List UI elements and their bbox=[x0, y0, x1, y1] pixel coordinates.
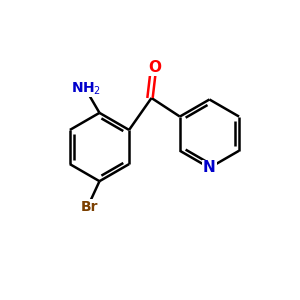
Text: Br: Br bbox=[80, 200, 98, 214]
Text: NH$_2$: NH$_2$ bbox=[71, 80, 101, 97]
Text: N: N bbox=[203, 160, 216, 175]
Text: O: O bbox=[148, 60, 161, 75]
